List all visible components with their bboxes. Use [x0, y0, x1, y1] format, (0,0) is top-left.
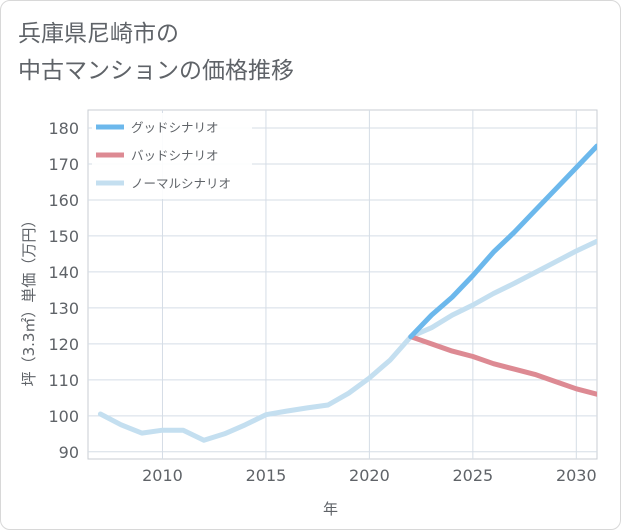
x-axis-title: 年: [323, 500, 338, 518]
title-line-1: 兵庫県尼崎市の: [18, 21, 179, 47]
legend-label: ノーマルシナリオ: [131, 176, 231, 191]
y-tick-label: 130: [48, 299, 79, 318]
y-tick-label: 140: [48, 263, 79, 282]
y-tick-label: 150: [48, 227, 79, 246]
series-line-0: [408, 143, 597, 340]
y-tick-label: 100: [48, 407, 79, 426]
y-tick-label: 180: [48, 119, 79, 138]
x-tick-label: 2025: [452, 466, 493, 485]
y-tick-label: 90: [59, 443, 79, 462]
x-tick-label: 2015: [246, 466, 287, 485]
y-tick-label: 120: [48, 335, 79, 354]
y-axis-title: 坪（3.3㎡）単価（万円）: [20, 213, 38, 387]
series-line-2: [97, 238, 597, 443]
title-line-2: 中古マンションの価格推移: [18, 58, 294, 84]
x-tick-label: 2020: [349, 466, 390, 485]
y-tick-label: 160: [48, 191, 79, 210]
y-tick-label: 170: [48, 155, 79, 174]
x-tick-label: 2030: [556, 466, 597, 485]
x-tick-label: 2010: [142, 466, 183, 485]
legend-label: グッドシナリオ: [131, 120, 219, 135]
page-title: 兵庫県尼崎市の 中古マンションの価格推移: [18, 16, 294, 90]
series-line-1: [408, 334, 597, 397]
y-tick-label: 110: [48, 371, 79, 390]
legend-label: バッドシナリオ: [131, 148, 219, 163]
